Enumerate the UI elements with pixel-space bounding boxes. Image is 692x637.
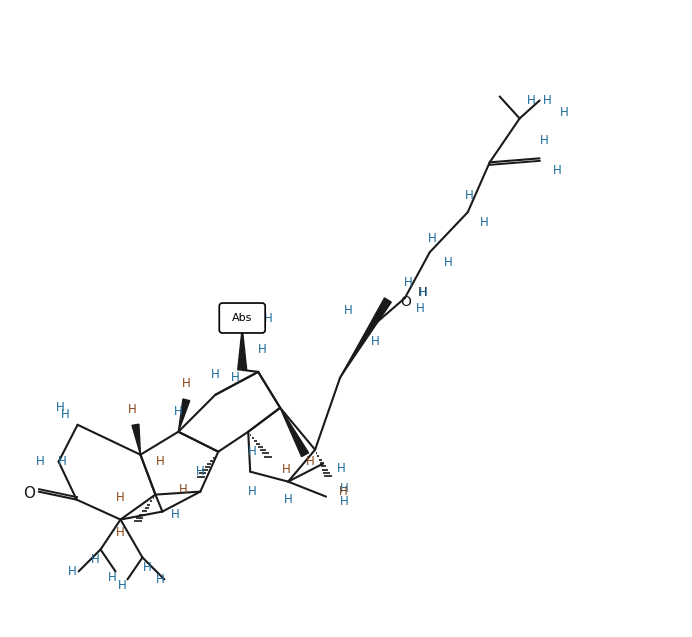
Text: H: H bbox=[196, 465, 205, 478]
Polygon shape bbox=[132, 424, 140, 455]
Text: H: H bbox=[221, 311, 230, 324]
Text: H: H bbox=[560, 106, 569, 119]
Text: H: H bbox=[211, 368, 219, 382]
Text: H: H bbox=[553, 164, 562, 177]
Text: H: H bbox=[174, 405, 183, 419]
Text: H: H bbox=[543, 94, 552, 107]
Text: H: H bbox=[108, 571, 117, 584]
Polygon shape bbox=[238, 328, 247, 370]
Text: H: H bbox=[128, 403, 137, 417]
Text: H: H bbox=[171, 508, 180, 521]
Text: H: H bbox=[344, 303, 352, 317]
Text: H: H bbox=[527, 94, 536, 107]
Text: H: H bbox=[56, 401, 65, 414]
Text: H: H bbox=[116, 526, 125, 539]
Text: H: H bbox=[143, 561, 152, 574]
Text: H: H bbox=[444, 255, 452, 269]
Text: H: H bbox=[258, 343, 266, 357]
Text: H: H bbox=[179, 483, 188, 496]
Polygon shape bbox=[340, 298, 391, 378]
Text: H: H bbox=[264, 311, 273, 324]
Text: H: H bbox=[428, 232, 436, 245]
Text: H: H bbox=[340, 495, 348, 508]
Text: H: H bbox=[418, 285, 428, 299]
Text: H: H bbox=[91, 553, 100, 566]
Text: H: H bbox=[284, 493, 293, 506]
Text: H: H bbox=[306, 455, 314, 468]
Text: H: H bbox=[465, 189, 474, 202]
Text: H: H bbox=[338, 485, 347, 498]
Text: H: H bbox=[403, 276, 412, 289]
Text: H: H bbox=[69, 565, 77, 578]
Text: H: H bbox=[118, 579, 127, 592]
Text: H: H bbox=[419, 285, 427, 299]
FancyBboxPatch shape bbox=[219, 303, 265, 333]
Text: H: H bbox=[248, 445, 257, 458]
Text: H: H bbox=[282, 463, 291, 476]
Text: H: H bbox=[156, 455, 165, 468]
Text: H: H bbox=[61, 408, 70, 421]
Text: H: H bbox=[480, 216, 489, 229]
Text: H: H bbox=[231, 371, 239, 384]
Text: H: H bbox=[116, 491, 125, 504]
Text: H: H bbox=[415, 301, 424, 315]
Text: H: H bbox=[156, 573, 165, 586]
Text: H: H bbox=[248, 485, 257, 498]
Text: Abs: Abs bbox=[232, 313, 253, 323]
Text: H: H bbox=[370, 336, 379, 348]
Text: H: H bbox=[340, 482, 348, 495]
Text: O: O bbox=[401, 295, 411, 309]
Text: O: O bbox=[23, 486, 35, 501]
Polygon shape bbox=[179, 399, 190, 432]
Text: H: H bbox=[58, 455, 67, 468]
Text: H: H bbox=[336, 462, 345, 475]
Text: H: H bbox=[540, 134, 549, 147]
Text: H: H bbox=[36, 455, 45, 468]
Text: H: H bbox=[182, 377, 191, 390]
Polygon shape bbox=[280, 408, 309, 457]
